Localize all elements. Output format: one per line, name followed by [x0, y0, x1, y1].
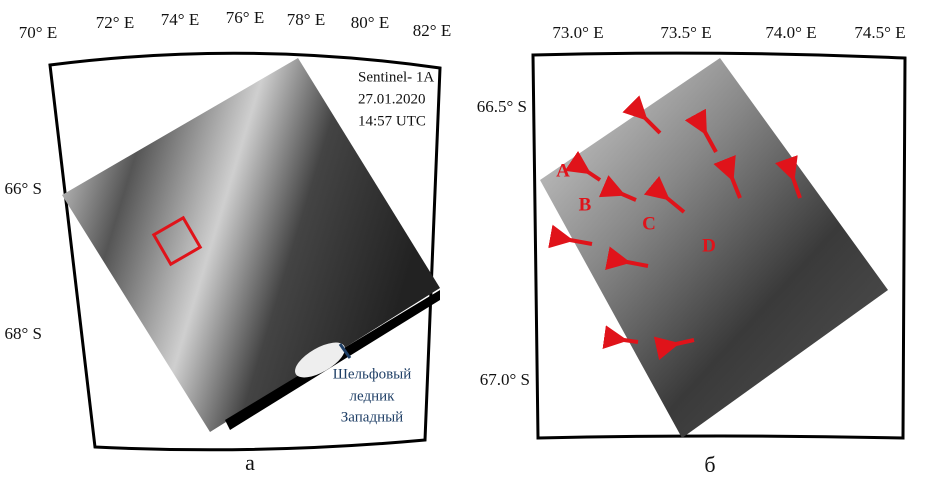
- panel-a: 70° E 72° E 74° E 76° E 78° E 80° E 82° …: [4, 8, 451, 475]
- marker-label: B: [579, 194, 592, 215]
- lon-label: 74.5° E: [854, 23, 905, 42]
- lat-label: 68° S: [4, 324, 42, 343]
- lon-label: 70° E: [19, 23, 57, 42]
- caption: а: [245, 450, 255, 475]
- panel-b: 73.0° E 73.5° E 74.0° E 74.5° E 66.5° S …: [477, 23, 906, 477]
- glacier-label: Западный: [341, 409, 403, 425]
- annotation: 27.01.2020: [358, 91, 426, 107]
- lon-label: 80° E: [351, 13, 389, 32]
- lat-label: 66.5° S: [477, 97, 527, 116]
- marker-label: C: [642, 213, 656, 234]
- lat-label: 66° S: [4, 179, 42, 198]
- lon-label: 74.0° E: [765, 23, 816, 42]
- lon-label: 73.5° E: [660, 23, 711, 42]
- lon-label: 73.0° E: [552, 23, 603, 42]
- marker-label: D: [702, 235, 716, 256]
- lon-label: 78° E: [287, 10, 325, 29]
- annotation: 14:57 UTC: [358, 113, 426, 129]
- glacier-label: ледник: [350, 388, 396, 404]
- figure: 70° E 72° E 74° E 76° E 78° E 80° E 82° …: [0, 0, 925, 478]
- lat-label: 67.0° S: [480, 370, 530, 389]
- lon-label: 82° E: [413, 21, 451, 40]
- marker-label: A: [556, 160, 570, 181]
- lon-label: 76° E: [226, 8, 264, 27]
- lon-label: 72° E: [96, 13, 134, 32]
- glacier-label: Шельфовый: [333, 366, 412, 382]
- caption: б: [704, 452, 715, 477]
- annotation: Sentinel- 1A: [358, 69, 434, 85]
- lon-label: 74° E: [161, 10, 199, 29]
